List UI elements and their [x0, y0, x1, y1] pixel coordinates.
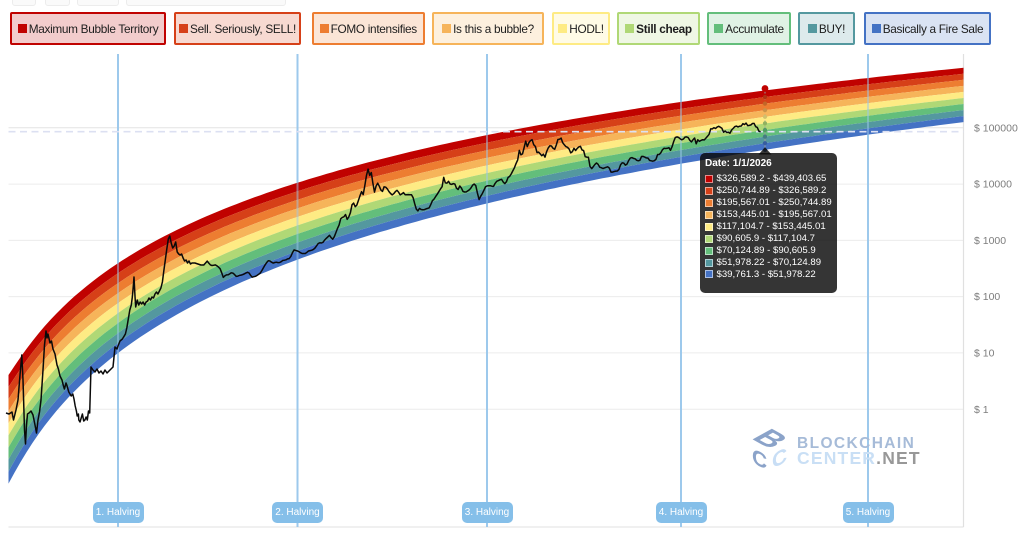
svg-text:C: C — [772, 442, 787, 473]
svg-text:C: C — [752, 444, 767, 474]
svg-text:$ 100000: $ 100000 — [974, 122, 1018, 134]
svg-text:$ 10: $ 10 — [974, 348, 995, 360]
svg-text:$ 100: $ 100 — [974, 291, 1000, 303]
svg-text:$ 10000: $ 10000 — [974, 179, 1012, 191]
svg-text:$ 1000: $ 1000 — [974, 235, 1006, 247]
svg-text:$ 1: $ 1 — [974, 404, 989, 416]
